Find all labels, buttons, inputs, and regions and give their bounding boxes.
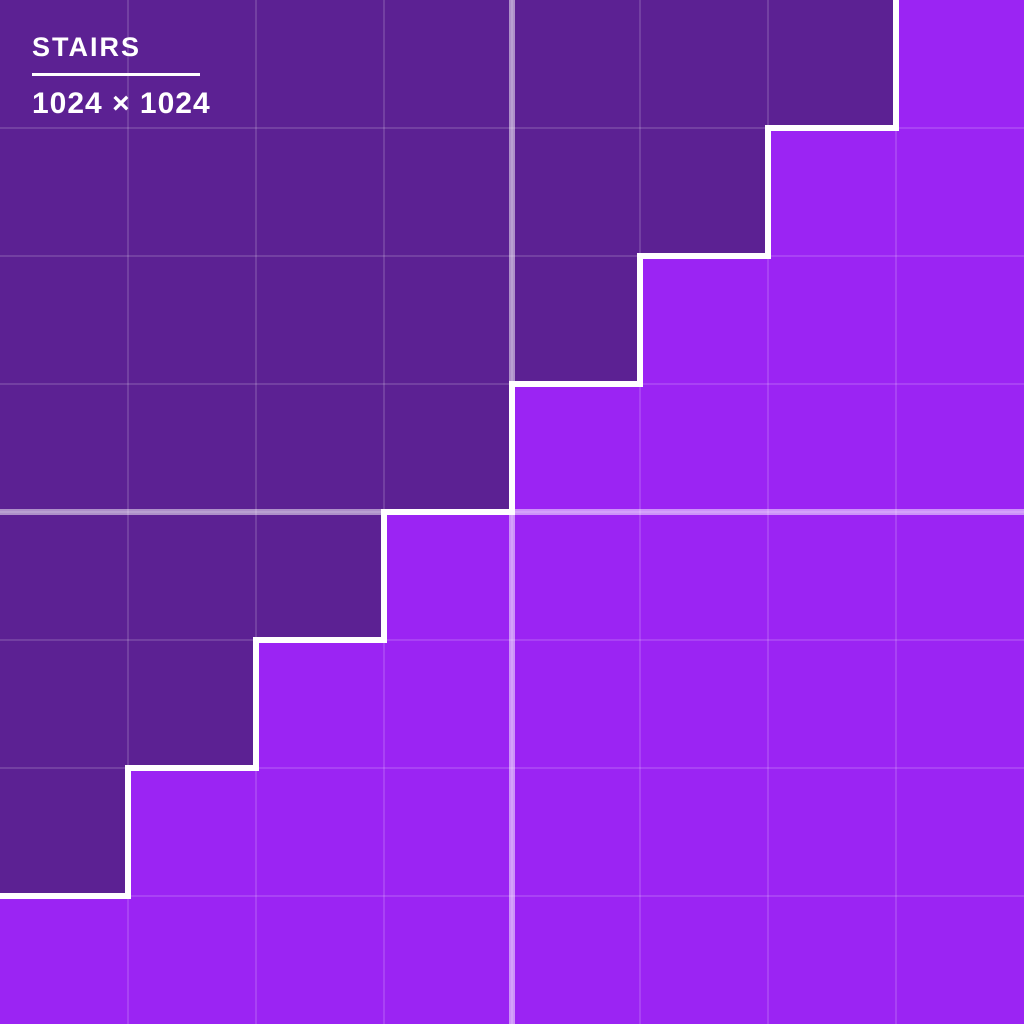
title-text: STAIRS bbox=[32, 32, 142, 62]
stair-step-line bbox=[0, 0, 899, 899]
title-underline bbox=[32, 73, 200, 76]
dimensions-text: 1024 × 1024 bbox=[32, 87, 211, 120]
label-block: STAIRS 1024 × 1024 bbox=[32, 34, 211, 119]
